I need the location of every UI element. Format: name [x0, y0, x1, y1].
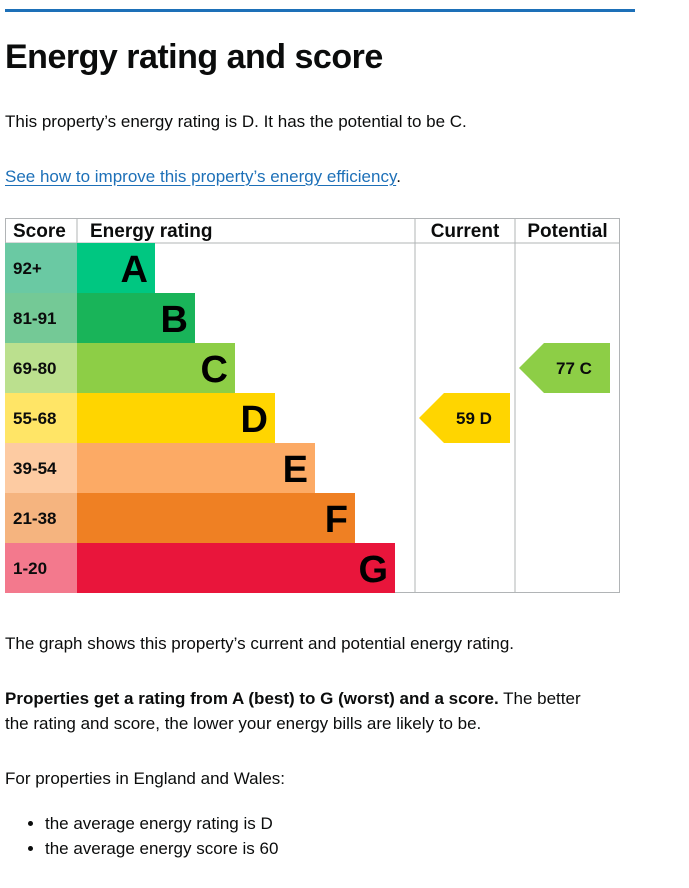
potential-rating-label: 77 C: [556, 359, 592, 378]
band-letter-b: B: [161, 299, 188, 341]
header-current: Current: [431, 221, 500, 242]
band-letter-f: F: [325, 499, 348, 541]
band-bar-g: [77, 543, 395, 593]
energy-rating-chart: Score Energy rating Current Potential 92+ A 81…: [5, 218, 620, 593]
page-title: Energy rating and score: [5, 38, 383, 76]
header-energy-rating: Energy rating: [90, 221, 212, 242]
band-letter-c: C: [201, 349, 228, 391]
potential-rating-arrow: [519, 343, 610, 393]
score-cell-b: [5, 293, 77, 343]
band-letter-a: A: [121, 249, 148, 291]
rating-note: Properties get a rating from A (best) to…: [5, 686, 581, 736]
score-cell-d: [5, 393, 77, 443]
band-bar-e: [77, 443, 315, 493]
score-range-b: 81-91: [13, 309, 56, 328]
average-score-item: the average energy score is 60: [45, 836, 278, 861]
score-cell-f: [5, 493, 77, 543]
improve-efficiency-link[interactable]: See how to improve this property’s energ…: [5, 167, 397, 186]
score-cell-c: [5, 343, 77, 393]
band-bar-b: [77, 293, 195, 343]
current-rating-arrow: [419, 393, 510, 443]
score-range-a: 92+: [13, 259, 42, 278]
improve-link-suffix: .: [396, 167, 401, 186]
improve-paragraph: See how to improve this property’s energ…: [5, 164, 401, 189]
score-cell-g: [5, 543, 77, 593]
score-cell-e: [5, 443, 77, 493]
band-letter-e: E: [283, 449, 308, 491]
score-range-d: 55-68: [13, 409, 56, 428]
band-bar-a: [77, 243, 155, 293]
rating-note-rest-2: the rating and score, the lower your ene…: [5, 714, 482, 733]
rating-summary: This property’s energy rating is D. It h…: [5, 112, 467, 131]
averages-intro: For properties in England and Wales:: [5, 769, 286, 788]
score-range-e: 39-54: [13, 459, 57, 478]
current-rating-label: 59 D: [456, 409, 492, 428]
score-range-g: 1-20: [13, 559, 47, 578]
score-range-c: 69-80: [13, 359, 56, 378]
averages-list: the average energy rating is D the avera…: [5, 811, 278, 861]
score-cell-a: [5, 243, 77, 293]
band-bar-d: [77, 393, 275, 443]
band-bar-f: [77, 493, 355, 543]
top-divider: [5, 9, 635, 12]
graph-description: The graph shows this property’s current …: [5, 634, 515, 653]
average-rating-item: the average energy rating is D: [45, 811, 278, 836]
score-range-f: 21-38: [13, 509, 56, 528]
header-score: Score: [13, 221, 66, 242]
rating-note-bold: Properties get a rating from A (best) to…: [5, 689, 499, 708]
band-bar-c: [77, 343, 235, 393]
band-letter-d: D: [241, 399, 268, 441]
band-letter-g: G: [358, 549, 388, 591]
rating-note-rest-1: The better: [498, 689, 581, 708]
energy-rating-graph: Score Energy rating Current Potential 92+ A 81…: [5, 218, 620, 593]
header-potential: Potential: [527, 221, 607, 242]
